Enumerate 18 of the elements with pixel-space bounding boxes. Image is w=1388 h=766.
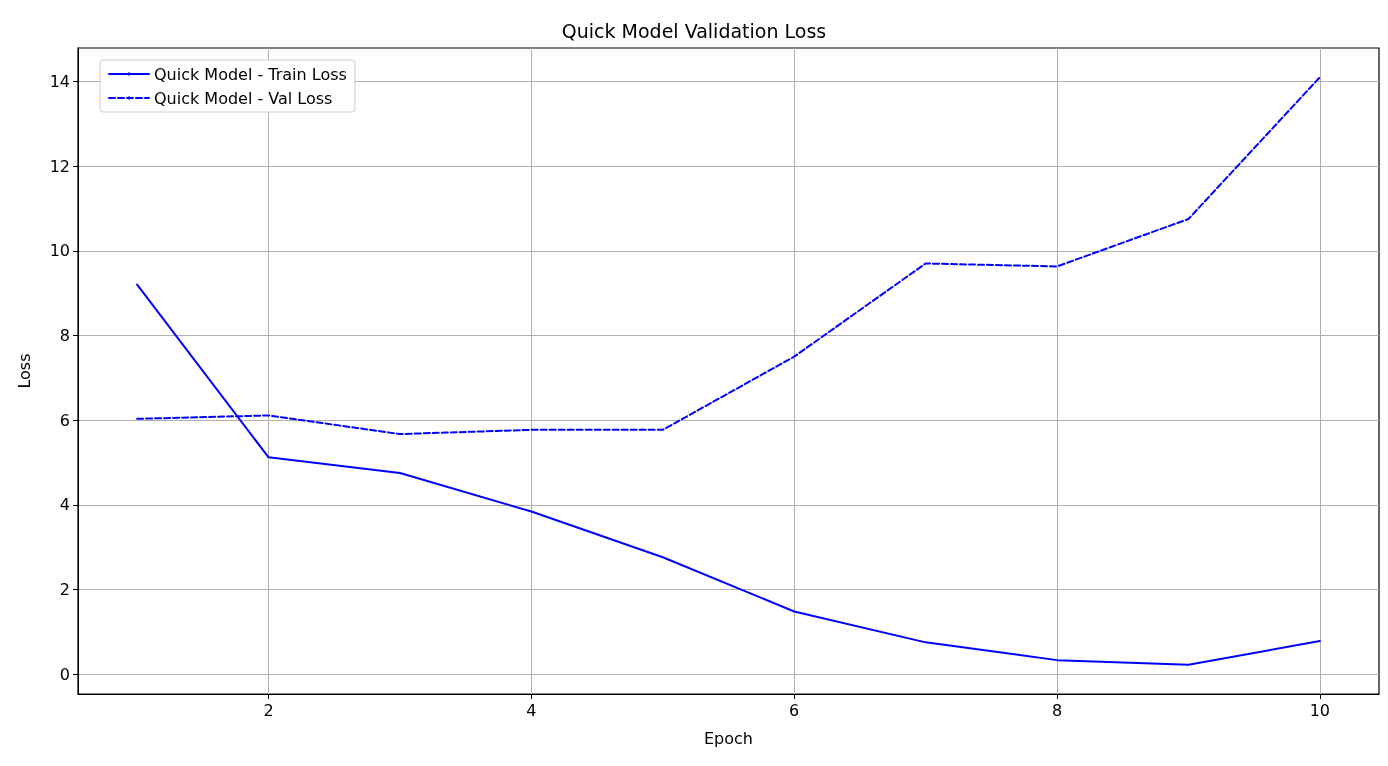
y-tick-label: 6 [59, 410, 70, 430]
x-tick-label: 6 [789, 700, 800, 720]
y-tick-label: 0 [59, 664, 70, 684]
y-tick-label: 8 [59, 325, 70, 345]
x-tick-label: 4 [526, 700, 537, 720]
legend-label: Quick Model - Train Loss [154, 64, 347, 84]
y-tick-label: 12 [49, 156, 70, 176]
legend-label: Quick Model - Val Loss [154, 88, 333, 108]
x-tick-label: 2 [263, 700, 274, 720]
y-axis-title: Loss [14, 353, 34, 389]
y-tick-label: 4 [59, 495, 70, 515]
x-tick-label: 10 [1309, 700, 1331, 720]
x-tick-label: 8 [1051, 700, 1063, 720]
y-tick-label: 14 [49, 71, 70, 91]
y-tick-label: 10 [49, 241, 70, 261]
chart-title: Quick Model Validation Loss [561, 19, 827, 42]
x-axis-title: Epoch [704, 728, 753, 748]
y-tick-label: 2 [59, 579, 70, 599]
